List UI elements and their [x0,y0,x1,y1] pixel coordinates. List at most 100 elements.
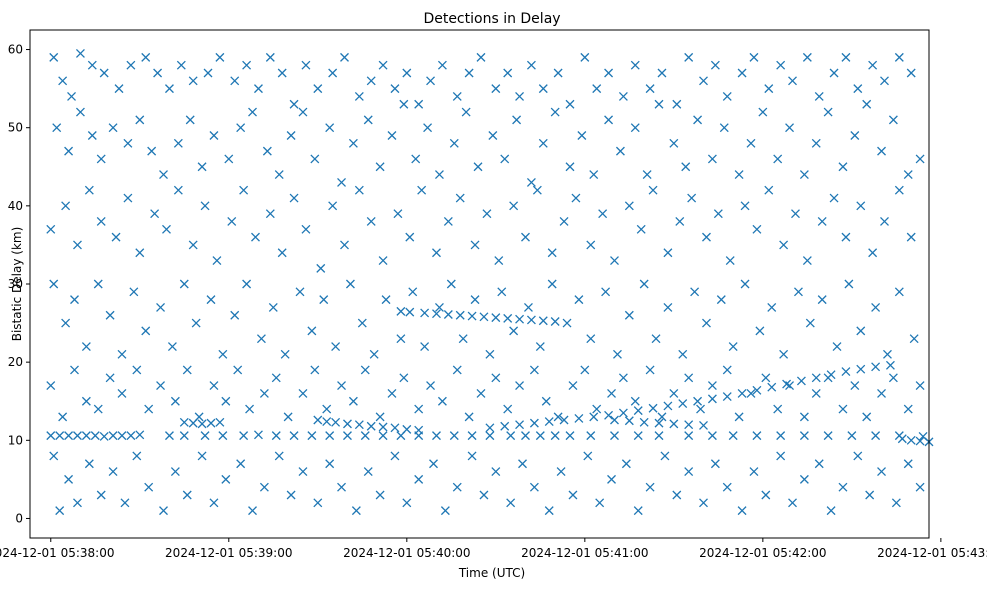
data-point-marker [253,84,263,94]
data-point-marker [200,201,210,211]
data-point-marker [761,373,771,383]
data-point-marker [218,349,228,359]
x-tick-label: 2024-12-01 05:39:00 [165,546,292,560]
data-point-marker [343,431,352,441]
data-point-marker [253,430,263,440]
data-point-marker [259,482,269,492]
data-point-marker [173,138,183,148]
data-point-marker [182,365,192,375]
data-point-marker [571,193,581,203]
data-point-marker [354,185,364,195]
data-point-marker [773,404,783,414]
data-point-marker [191,318,201,328]
data-point-marker [319,295,329,305]
data-point-marker [722,392,732,402]
data-point-marker [369,349,379,359]
data-point-marker [179,279,189,289]
data-point-marker [538,138,548,148]
data-point-marker [883,349,892,359]
series-track-12km-descending [610,415,708,430]
data-point-marker [322,417,332,427]
data-point-marker [426,76,436,86]
data-point-marker [871,302,881,312]
data-point-marker [331,342,341,351]
data-point-marker [702,232,711,242]
data-point-marker [856,201,866,211]
data-point-marker [49,279,59,289]
data-point-marker [707,394,717,404]
data-point-marker [841,52,851,62]
data-point-marker [624,310,634,320]
y-tick-label: 40 [8,199,23,213]
data-point-marker [132,451,142,461]
plot-background [30,30,929,538]
data-point-marker [645,365,655,375]
data-point-marker [49,451,59,461]
data-point-marker [862,412,872,422]
data-point-marker [414,99,424,109]
data-point-marker [274,451,284,461]
data-point-marker [354,420,364,430]
data-point-marker [307,431,317,441]
data-point-marker [779,349,789,359]
data-point-marker [868,60,878,70]
data-point-marker [728,431,738,441]
data-point-marker [488,131,498,140]
data-point-marker [648,185,658,195]
data-point-marker [583,451,593,461]
data-point-marker [799,170,809,180]
data-point-marker [749,467,759,477]
data-point-marker [467,451,477,461]
data-point-marker [589,412,599,422]
data-point-marker [455,310,465,320]
data-point-marker [221,474,231,484]
data-point-marker [894,52,904,62]
data-point-marker [188,240,198,250]
data-point-marker [313,498,323,508]
data-point-marker [568,381,578,391]
data-point-marker [532,185,542,195]
data-point-marker [880,217,889,226]
data-point-marker [64,431,74,441]
data-point-marker [271,373,281,383]
data-point-marker [491,313,501,323]
data-point-marker [847,431,857,441]
data-point-marker [170,467,180,477]
data-point-marker [194,412,204,422]
data-point-marker [779,240,789,250]
data-point-marker [455,193,465,203]
x-tick-label: 2024-12-01 05:40:00 [343,546,470,560]
points-layer [46,48,934,516]
data-point-marker [482,209,492,219]
data-point-marker [538,316,548,326]
data-point-marker [286,131,296,140]
data-point-marker [529,365,539,375]
data-point-marker [343,419,352,429]
data-point-marker [550,317,560,326]
data-point-marker [906,232,916,242]
data-point-marker [538,84,548,94]
data-point-marker [613,349,622,359]
data-point-marker [159,170,168,180]
data-point-marker [707,381,717,391]
data-point-marker [123,193,133,203]
data-point-marker [310,154,320,164]
y-tick-label: 20 [8,355,23,369]
data-point-marker [595,498,605,508]
data-point-marker [215,52,225,62]
data-point-marker [716,295,726,305]
data-point-marker [710,459,720,469]
data-point-marker [446,279,456,289]
data-point-marker [289,431,299,441]
data-point-marker [485,349,495,359]
data-point-marker [298,467,308,477]
data-point-marker [87,60,97,70]
data-point-marker [307,326,317,336]
data-point-marker [310,365,320,375]
data-point-marker [81,396,91,406]
data-point-marker [740,201,750,211]
data-point-marker [767,382,777,392]
data-point-marker [405,307,415,317]
data-point-marker [856,364,866,374]
data-point-marker [434,302,444,312]
